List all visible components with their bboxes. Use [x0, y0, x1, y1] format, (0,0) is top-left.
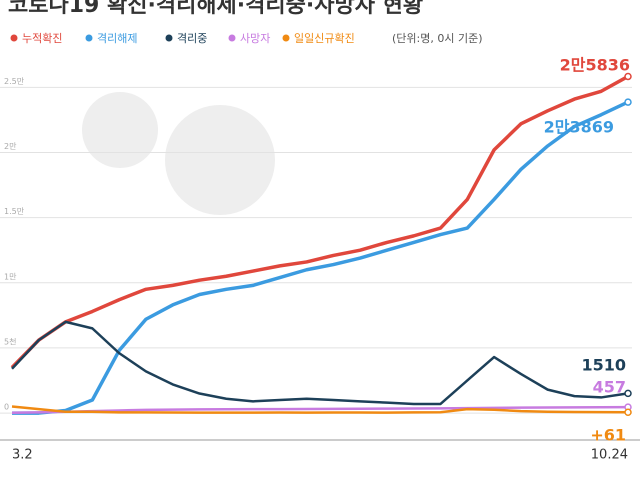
- y-tick-label: 2.5만: [4, 77, 25, 86]
- series-line: [11, 320, 629, 406]
- chart-title: 코로나19 확진·격리해제·격리중·사망자 현황: [8, 0, 423, 18]
- x-tick-label: 10.24: [591, 448, 628, 463]
- y-tick-label: 0: [4, 403, 9, 412]
- legend-marker: [10, 34, 18, 42]
- x-tick-label: 3.2: [12, 448, 33, 463]
- end-point: [624, 98, 632, 106]
- y-tick-label: 1.5만: [4, 207, 25, 216]
- legend-marker: [282, 34, 290, 42]
- virus-decoration: [82, 92, 275, 215]
- y-tick-label: 5천: [4, 336, 16, 346]
- y-tick-label: 1만: [4, 272, 17, 281]
- series-line: [11, 405, 629, 415]
- series-line: [10, 74, 629, 369]
- legend: 누적확진 격리해제 격리중 사망자 일일신규확진: [10, 31, 355, 45]
- legend-label: 누적확진: [22, 32, 62, 45]
- value-label: 2만3869: [544, 118, 614, 137]
- legend-marker: [85, 34, 93, 42]
- legend-label: 격리해제: [97, 31, 137, 45]
- legend-marker: [165, 34, 173, 42]
- chart-subtitle: (단위:명, 0시 기준): [392, 32, 483, 45]
- end-point: [624, 408, 632, 417]
- y-tick-label: 2만: [4, 142, 17, 151]
- end-point: [624, 72, 632, 81]
- value-label: +61: [590, 426, 626, 445]
- series-line: [12, 100, 629, 415]
- series-line: [11, 405, 629, 414]
- end-point: [624, 389, 632, 398]
- legend-label: 사망자: [240, 32, 270, 45]
- value-label: 1510: [581, 356, 626, 375]
- legend-label: 일일신규확진: [294, 31, 355, 45]
- value-label: 2만5836: [560, 56, 630, 75]
- value-label: 457: [593, 378, 626, 397]
- legend-label: 격리중: [177, 32, 207, 45]
- legend-marker: [228, 34, 236, 42]
